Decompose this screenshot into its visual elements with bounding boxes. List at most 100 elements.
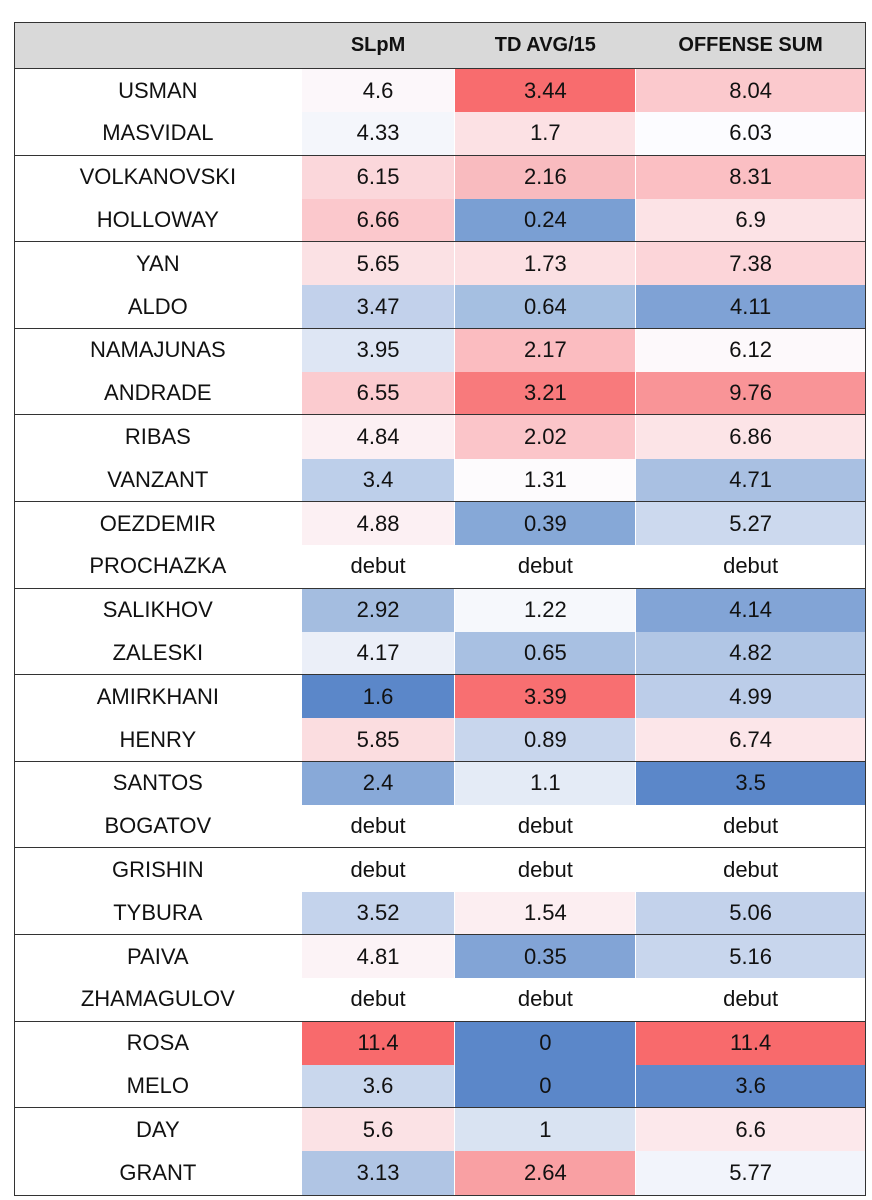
slpm-value: 2.4 — [301, 761, 455, 806]
offense-sum-value: 6.12 — [636, 328, 865, 373]
td-avg-value: 1.73 — [455, 242, 636, 286]
offense-sum-value: 3.5 — [636, 761, 865, 806]
offense-sum-value: 4.71 — [636, 458, 865, 501]
offense-sum-value: 8.04 — [636, 69, 865, 113]
td-avg-value: 1.22 — [455, 588, 636, 632]
slpm-value: 4.88 — [301, 501, 455, 546]
fighter-name: PROCHAZKA — [89, 553, 227, 579]
slpm-value: 3.4 — [301, 458, 455, 501]
slpm-value: 3.47 — [301, 285, 455, 328]
slpm-value: 11.4 — [301, 1021, 455, 1065]
table-row: RIBAS 4.84 2.02 6.86 — [15, 415, 865, 459]
fighter-name: SALIKHOV — [102, 597, 213, 623]
slpm-value: 5.85 — [301, 718, 455, 761]
slpm-value: debut — [301, 848, 455, 892]
table-row: AMIRKHANI 1.6 3.39 4.99 — [15, 675, 865, 719]
offense-sum-value: 5.16 — [636, 934, 865, 979]
table-row: MASVIDAL 4.33 1.7 6.03 — [15, 112, 865, 156]
slpm-value: 6.66 — [301, 198, 455, 242]
fighter-name: BOGATOV — [104, 813, 212, 839]
fighter-name: MASVIDAL — [102, 120, 214, 146]
slpm-value: 3.52 — [301, 891, 455, 934]
offense-sum-value: 5.77 — [636, 1151, 865, 1195]
offense-sum-value: 6.6 — [636, 1108, 865, 1152]
td-avg-value: 2.64 — [455, 1151, 636, 1195]
fighter-name: DAY — [136, 1116, 180, 1142]
table-row: OEZDEMIR 4.88 0.39 5.27 — [15, 501, 865, 546]
td-avg-value: 0.89 — [455, 718, 636, 761]
slpm-value: debut — [301, 978, 455, 1021]
table-row: ZHAMAGULOV debut debut debut — [15, 978, 865, 1022]
header-offense-sum: OFFENSE SUM — [678, 34, 823, 56]
table-row: PAIVA 4.81 0.35 5.16 — [15, 934, 865, 979]
stats-table: SLpM TD AVG/15 OFFENSE SUM USMAN 4.6 3.44 8… — [14, 22, 866, 1196]
header-row: SLpM TD AVG/15 OFFENSE SUM — [15, 23, 865, 69]
td-avg-value: debut — [455, 545, 636, 588]
fighter-name: ALDO — [127, 293, 188, 319]
slpm-value: 3.13 — [301, 1151, 455, 1195]
offense-sum-value: 6.86 — [636, 415, 865, 459]
slpm-value: debut — [301, 805, 455, 848]
slpm-value: 4.6 — [301, 69, 455, 113]
offense-sum-value: debut — [636, 848, 865, 892]
table-row: HOLLOWAY 6.66 0.24 6.9 — [15, 198, 865, 243]
offense-sum-value: 6.9 — [636, 198, 865, 242]
offense-sum-value: 4.99 — [636, 675, 865, 719]
table-row: VANZANT 3.4 1.31 4.71 — [15, 458, 865, 502]
fighter-name: ZHAMAGULOV — [80, 986, 235, 1012]
td-avg-value: 1.54 — [455, 891, 636, 934]
td-avg-value: 1.7 — [455, 112, 636, 155]
offense-sum-value: debut — [636, 978, 865, 1021]
table-row: YAN 5.65 1.73 7.38 — [15, 242, 865, 286]
slpm-value: 3.95 — [301, 328, 455, 373]
fighter-name: GRANT — [119, 1160, 197, 1186]
td-avg-value: 1 — [455, 1108, 636, 1152]
td-avg-value: 0 — [455, 1021, 636, 1065]
td-avg-value: 2.17 — [455, 328, 636, 373]
fighter-name: NAMAJUNAS — [89, 337, 226, 363]
slpm-value: 5.6 — [301, 1108, 455, 1152]
fighter-name: OEZDEMIR — [99, 510, 216, 536]
offense-sum-value: 4.82 — [636, 631, 865, 675]
fighter-name: USMAN — [118, 77, 198, 103]
table-row: ANDRADE 6.55 3.21 9.76 — [15, 372, 865, 416]
table-row: BOGATOV debut debut debut — [15, 805, 865, 849]
slpm-value: 3.6 — [301, 1064, 455, 1108]
slpm-value: 6.55 — [301, 372, 455, 415]
offense-sum-value: 4.14 — [636, 588, 865, 632]
td-avg-value: 0.35 — [455, 934, 636, 979]
offense-sum-value: debut — [636, 805, 865, 848]
table-row: GRISHIN debut debut debut — [15, 848, 865, 892]
slpm-value: 4.33 — [301, 112, 455, 155]
table-row: VOLKANOVSKI 6.15 2.16 8.31 — [15, 155, 865, 199]
slpm-value: 6.15 — [301, 155, 455, 199]
td-avg-value: 3.39 — [455, 675, 636, 719]
offense-sum-value: 6.74 — [636, 718, 865, 761]
offense-sum-value: 3.6 — [636, 1064, 865, 1108]
slpm-value: 2.92 — [301, 588, 455, 632]
header-td-avg: TD AVG/15 — [494, 34, 596, 56]
fighter-name: PAIVA — [127, 943, 189, 969]
slpm-value: debut — [301, 545, 455, 588]
fighter-name: VANZANT — [107, 466, 209, 492]
td-avg-value: 1.1 — [455, 761, 636, 806]
offense-sum-value: debut — [636, 545, 865, 588]
fighter-name: RIBAS — [124, 424, 191, 450]
fighter-name: SANTOS — [112, 770, 203, 796]
table-row: USMAN 4.6 3.44 8.04 — [15, 69, 865, 113]
offense-sum-value: 11.4 — [636, 1021, 865, 1065]
offense-sum-value: 6.03 — [636, 112, 865, 155]
fighter-name: AMIRKHANI — [96, 683, 219, 709]
td-avg-value: 0 — [455, 1064, 636, 1108]
fighter-name: TYBURA — [113, 899, 203, 925]
td-avg-value: 3.21 — [455, 372, 636, 415]
offense-sum-value: 5.06 — [636, 891, 865, 934]
table-row: DAY 5.6 1 6.6 — [15, 1108, 865, 1152]
slpm-value: 5.65 — [301, 242, 455, 286]
slpm-value: 4.81 — [301, 934, 455, 979]
offense-sum-value: 8.31 — [636, 155, 865, 199]
td-avg-value: 0.65 — [455, 631, 636, 675]
table-row: GRANT 3.13 2.64 5.77 — [15, 1151, 865, 1195]
table-row: ZALESKI 4.17 0.65 4.82 — [15, 631, 865, 676]
slpm-value: 4.17 — [301, 631, 455, 675]
